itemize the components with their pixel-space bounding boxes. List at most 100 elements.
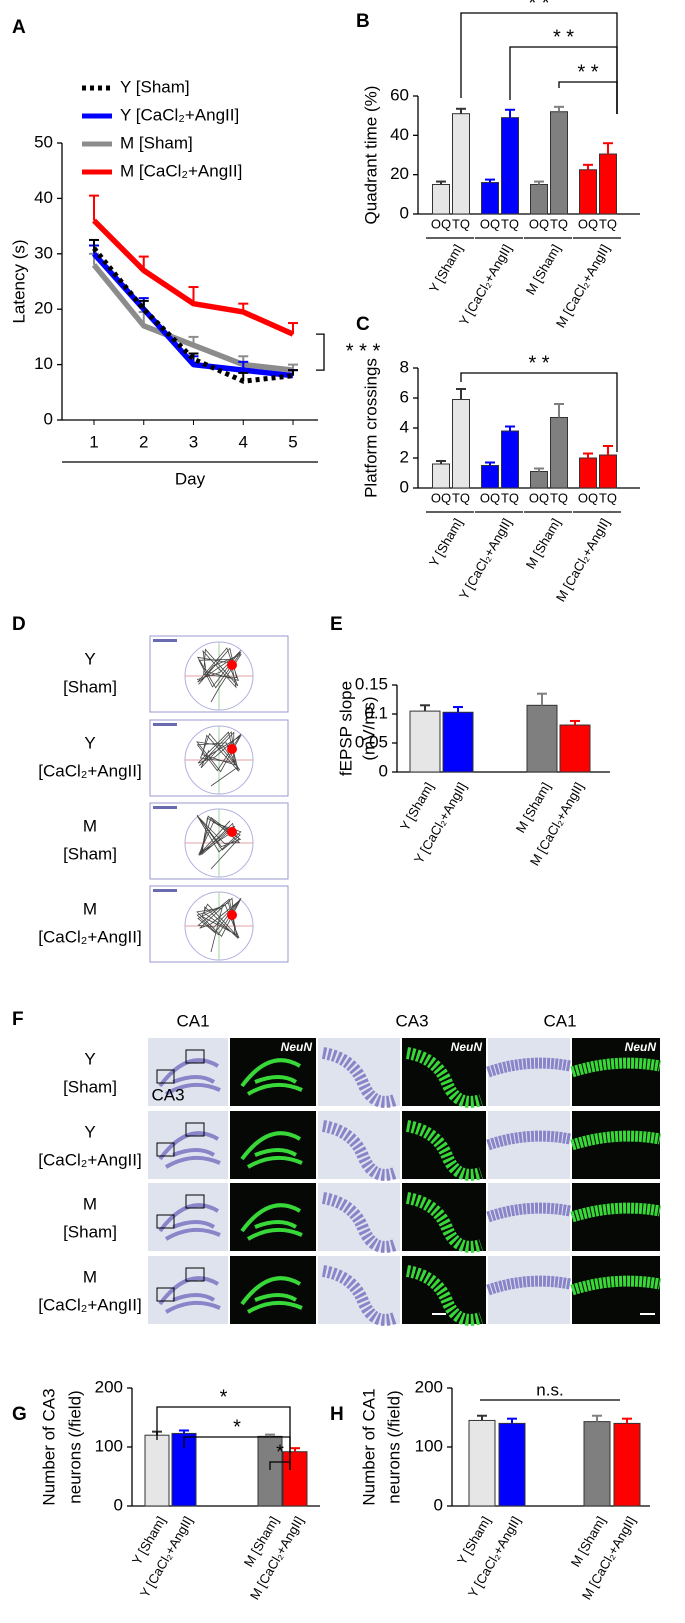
region-label: CA3 (151, 1085, 184, 1104)
y-tick-label: 0 (379, 761, 388, 780)
hippocampus (158, 1203, 221, 1241)
significance-bracket (183, 1436, 291, 1470)
y-axis-label: neurons (/field) (384, 1390, 403, 1503)
y-tick-label: 4 (400, 417, 409, 436)
platform (227, 744, 237, 754)
bar (452, 113, 470, 215)
category-label: M [Sham] (523, 242, 564, 298)
bar-sublabel: TQ (501, 490, 519, 505)
bar-sublabel: TQ (599, 490, 617, 505)
track-scale (153, 723, 177, 726)
neun-image (230, 1038, 316, 1106)
row-label: [CaCl₂+AngII] (38, 761, 141, 780)
significance-label: * (220, 1386, 228, 1408)
y-tick-label: 200 (415, 1377, 443, 1396)
hippocampus (240, 1203, 303, 1241)
platform (227, 827, 237, 837)
ca3-band (405, 1047, 483, 1108)
panel-letter: C (356, 314, 370, 335)
nissl-image (488, 1256, 570, 1324)
row-label: [CaCl₂+AngII] (38, 1150, 141, 1169)
x-tick-label: 2 (139, 432, 148, 451)
bar (481, 465, 499, 489)
row-label: M (83, 1267, 97, 1286)
category-label: Y [Sham] (426, 242, 466, 296)
y-tick-label: 0 (400, 203, 409, 222)
bar-sublabel: OQ (431, 216, 451, 231)
neun-image (230, 1256, 316, 1324)
row-label: M (83, 816, 97, 835)
significance-label: * * * (346, 340, 381, 362)
hippocampus (240, 1276, 303, 1314)
hippocampus (158, 1058, 221, 1096)
y-tick-label: 100 (415, 1436, 443, 1455)
bar (432, 463, 450, 489)
panel-letter: A (12, 17, 26, 38)
y-axis-label: Number of CA1 (359, 1388, 378, 1505)
y-tick-label: 20 (34, 299, 53, 318)
row-label: Y (84, 733, 95, 752)
y-tick-label: 40 (34, 188, 53, 207)
nissl-image (148, 1183, 228, 1251)
swim-path (196, 731, 242, 787)
y-tick-label: 10 (34, 354, 53, 373)
category-label: M [CaCl₂+AngII] (553, 516, 613, 605)
ca3-band (321, 1265, 398, 1326)
y-tick-label: 6 (400, 387, 409, 406)
x-tick-label: 3 (189, 432, 198, 451)
bar (409, 710, 441, 773)
row-label: [Sham] (63, 1222, 117, 1241)
row-label: [Sham] (63, 844, 117, 863)
y-tick-label: 20 (390, 164, 409, 183)
x-tick-label: 1 (89, 432, 98, 451)
ca1-band (486, 1275, 572, 1296)
bar (550, 417, 568, 489)
bar (432, 184, 450, 215)
series-line (92, 218, 295, 337)
ca1-band (570, 1130, 661, 1151)
y-axis-label: fEPSP slope (336, 681, 355, 776)
x-tick-label: 5 (288, 432, 297, 451)
panel-letter: D (12, 614, 26, 635)
bar (501, 117, 519, 215)
track-scale (153, 889, 177, 892)
row-label: Y (84, 649, 95, 668)
roi-box (185, 1194, 205, 1209)
bar (530, 471, 548, 489)
bar (599, 153, 617, 215)
bar-sublabel: OQ (529, 216, 549, 231)
panel-letter: G (12, 1404, 27, 1425)
bar (599, 454, 617, 489)
neun-image (230, 1183, 316, 1251)
stain-label: NeuN (451, 1040, 483, 1054)
track-scale (153, 639, 177, 642)
row-label: [CaCl₂+AngII] (38, 927, 141, 946)
hippocampus (158, 1276, 221, 1314)
legend-label: Y [Sham] (120, 77, 190, 96)
significance-label: * (276, 1441, 284, 1463)
ca3-band (405, 1120, 483, 1181)
x-axis-label: Day (175, 469, 206, 488)
row-label: Y (84, 1122, 95, 1141)
ca1-band (486, 1130, 572, 1151)
panel-letter: F (12, 1009, 24, 1030)
ca1-band (486, 1202, 572, 1223)
y-tick-label: 0.05 (355, 732, 388, 751)
ca3-band (405, 1265, 483, 1326)
swim-path (196, 897, 242, 953)
y-tick-label: 0 (400, 477, 409, 496)
bar-sublabel: TQ (550, 490, 568, 505)
platform (227, 660, 237, 670)
y-axis-label: Latency (s) (9, 239, 28, 323)
roi-box (185, 1122, 205, 1137)
y-axis-label: Quadrant time (%) (361, 86, 380, 225)
bar (481, 182, 499, 215)
row-label: [Sham] (63, 1077, 117, 1096)
nissl-image (488, 1038, 570, 1106)
bar-sublabel: OQ (480, 216, 500, 231)
roi-box (156, 1214, 175, 1229)
roi-box (185, 1267, 205, 1282)
y-tick-label: 0 (114, 1495, 123, 1514)
legend-label: M [Sham] (120, 133, 193, 152)
